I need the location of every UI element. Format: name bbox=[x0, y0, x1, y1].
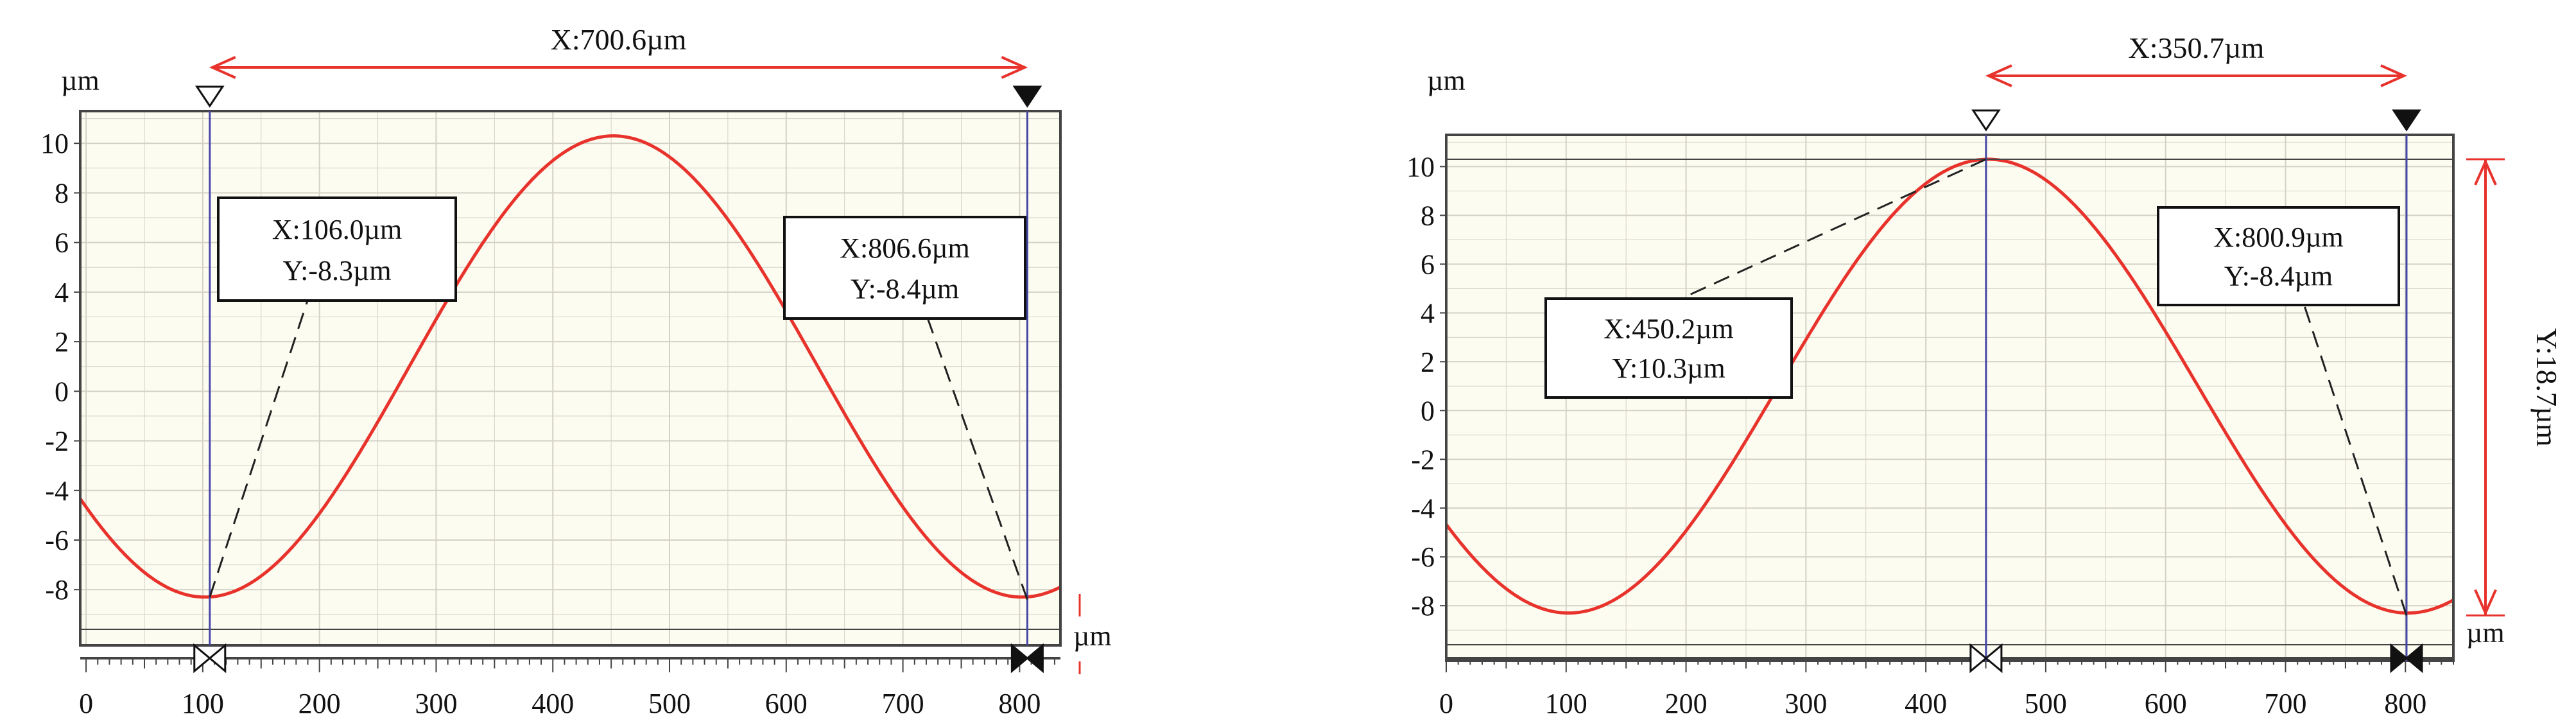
x-dimension-arrow-left bbox=[209, 56, 236, 79]
cursor-bottom-marker-2 bbox=[1010, 643, 1044, 674]
cursor-label-box-2 bbox=[783, 216, 1026, 320]
x-dimension-label: X:700.6µm bbox=[551, 23, 687, 56]
x-tick-label: 0 bbox=[79, 688, 93, 719]
x-tick-label: 500 bbox=[2025, 688, 2067, 719]
y-tick-label: 8 bbox=[1421, 200, 1435, 231]
series-profile-line bbox=[78, 134, 1062, 599]
y-tick-label: 10 bbox=[1406, 151, 1435, 182]
cursor-leader-2 bbox=[920, 299, 1028, 600]
y-tick-label: 0 bbox=[55, 376, 69, 407]
x-tick-label: 200 bbox=[298, 688, 341, 719]
y-tick-label: 0 bbox=[1421, 395, 1435, 426]
y-tick-label: -2 bbox=[45, 426, 69, 457]
x-dimension-arrow-right bbox=[1001, 56, 1028, 79]
y-tick-label: -4 bbox=[1411, 493, 1435, 524]
cursor-label-x-1: X:450.2µm bbox=[1604, 313, 1734, 345]
y-dimension-arrow-top bbox=[2474, 159, 2497, 186]
x-tick-label: 100 bbox=[1545, 688, 1587, 719]
x-tick-label: 700 bbox=[882, 688, 924, 719]
x-dimension-arrow-left bbox=[1985, 64, 2012, 87]
y-dimension-label: Y:18.7µm bbox=[2530, 328, 2563, 447]
x-tick-label: 300 bbox=[415, 688, 457, 719]
cursor-top-marker-2 bbox=[2392, 109, 2421, 132]
plot-frame bbox=[1445, 134, 2455, 662]
y-dimension-arrow-bottom bbox=[2474, 589, 2497, 616]
y-tick-label: -2 bbox=[1411, 444, 1435, 475]
y-tick-label: 6 bbox=[1421, 249, 1435, 280]
y-tick-label: 4 bbox=[55, 277, 69, 308]
cursor-label-x-2: X:800.9µm bbox=[2213, 222, 2344, 253]
x-axis-unit: µm bbox=[1073, 620, 1112, 652]
cursor-label-x-1: X:106.0µm bbox=[272, 214, 402, 245]
x-tick-label: 0 bbox=[1439, 688, 1453, 719]
plot-area bbox=[80, 111, 1060, 645]
cursor-bottom-marker-2 bbox=[2390, 643, 2423, 674]
cursor-label-y-1: Y:-8.3µm bbox=[282, 255, 391, 286]
cursor-leader-1 bbox=[209, 279, 316, 598]
x-tick-label: 400 bbox=[1905, 688, 1947, 719]
cursor-bottom-marker-1 bbox=[193, 643, 227, 674]
cursor-leader-2 bbox=[2295, 282, 2408, 616]
y-tick-label: -8 bbox=[45, 574, 69, 606]
cursor-label-y-1: Y:10.3µm bbox=[1612, 353, 1725, 384]
y-tick-label: -6 bbox=[1411, 541, 1435, 573]
cursor-label-box-1 bbox=[1544, 297, 1793, 399]
x-tick-label: 400 bbox=[532, 688, 574, 719]
x-tick-label: 300 bbox=[1785, 688, 1827, 719]
y-tick-label: 4 bbox=[1421, 297, 1435, 329]
y-tick-label: -4 bbox=[45, 475, 69, 507]
cursor-label-y-2: Y:-8.4µm bbox=[851, 273, 959, 304]
y-axis-unit: µm bbox=[61, 65, 99, 96]
y-tick-label: 6 bbox=[55, 227, 69, 259]
cursor-label-x-2: X:806.6µm bbox=[840, 232, 970, 264]
x-tick-label: 500 bbox=[648, 688, 691, 719]
x-axis-unit: µm bbox=[2466, 617, 2505, 649]
x-dimension-arrow-right bbox=[2380, 64, 2407, 87]
x-tick-label: 600 bbox=[765, 688, 808, 719]
series-profile-line bbox=[1444, 157, 2455, 615]
cursor-top-marker-2 bbox=[1012, 85, 1042, 108]
plot-frame bbox=[79, 110, 1062, 647]
chart-panel-2: 10 8 6 4 2 0 -2 -4 -6 -8 µm 0 100 200 300 400 500 600 700 8… bbox=[1406, 31, 2563, 719]
x-tick-label: 700 bbox=[2265, 688, 2307, 719]
cursor-label-box-2 bbox=[2157, 206, 2400, 306]
x-ruler bbox=[80, 657, 1060, 672]
cursor-bottom-marker-1 bbox=[1969, 643, 2003, 674]
x-tick-label: 200 bbox=[1665, 688, 1707, 719]
cursor-top-marker-1 bbox=[1971, 109, 2001, 132]
y-tick-label: 8 bbox=[55, 177, 69, 209]
y-tick-label: 2 bbox=[55, 326, 69, 358]
y-tick-label: -8 bbox=[1411, 590, 1435, 622]
y-tick-label: 10 bbox=[40, 128, 69, 159]
x-tick-label: 800 bbox=[998, 688, 1041, 719]
y-axis-unit: µm bbox=[1427, 65, 1465, 96]
cursor-label-box-1 bbox=[217, 197, 457, 302]
y-tick-label: -6 bbox=[45, 525, 69, 556]
x-tick-label: 600 bbox=[2145, 688, 2187, 719]
cursor-label-y-2: Y:-8.4µm bbox=[2224, 261, 2333, 292]
y-tick-label: 2 bbox=[1421, 346, 1435, 378]
cursor-top-marker-1 bbox=[194, 85, 225, 108]
cursor-leader-1 bbox=[1688, 158, 1987, 297]
x-dimension-label: X:350.7µm bbox=[2129, 31, 2265, 64]
x-tick-label: 100 bbox=[182, 688, 224, 719]
x-tick-label: 800 bbox=[2384, 688, 2426, 719]
chart-panel-1: 10 8 6 4 2 0 -2 -4 -6 -8 µm 0 100 200 300 400 500 600 700 8… bbox=[40, 23, 1112, 719]
